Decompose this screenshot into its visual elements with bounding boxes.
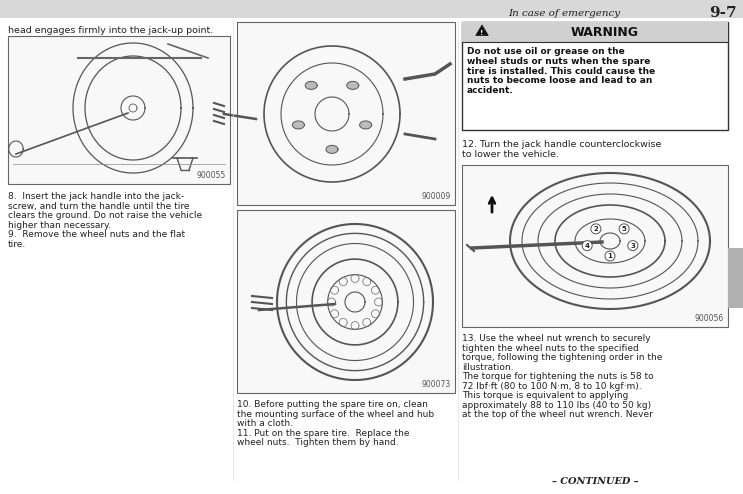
Circle shape [583,241,592,250]
Text: 12. Turn the jack handle counterclockwise: 12. Turn the jack handle counterclockwis… [462,140,661,149]
Text: wheel studs or nuts when the spare: wheel studs or nuts when the spare [467,57,650,66]
Text: tire.: tire. [8,240,26,248]
Bar [462,22,728,130]
Text: 72 lbf·ft (80 to 100 N·m, 8 to 10 kgf·m).: 72 lbf·ft (80 to 100 N·m, 8 to 10 kgf·m)… [462,381,642,390]
Text: 900055: 900055 [197,171,226,180]
Text: clears the ground. Do not raise the vehicle: clears the ground. Do not raise the vehi… [8,211,202,220]
Text: to lower the vehicle.: to lower the vehicle. [462,150,559,159]
Text: nuts to become loose and lead to an: nuts to become loose and lead to an [467,77,652,85]
Text: – CONTINUED –: – CONTINUED – [552,477,638,486]
Bar [237,210,455,393]
Text: wheel nuts.  Tighten them by hand.: wheel nuts. Tighten them by hand. [237,438,399,447]
Text: tighten the wheel nuts to the specified: tighten the wheel nuts to the specified [462,343,639,353]
Bar [462,22,728,42]
Text: 900073: 900073 [422,380,451,389]
Text: 9-7: 9-7 [710,6,737,20]
Text: head engages firmly into the jack-up point.: head engages firmly into the jack-up poi… [8,26,213,35]
Bar [0,0,743,18]
Circle shape [619,224,629,234]
Text: approximately 88 to 110 lbs (40 to 50 kg): approximately 88 to 110 lbs (40 to 50 kg… [462,401,651,410]
Text: WARNING: WARNING [571,27,639,40]
Polygon shape [293,121,305,129]
Text: In case of emergency: In case of emergency [508,8,620,17]
Bar [8,36,230,184]
Text: illustration.: illustration. [462,363,513,371]
Text: 9.  Remove the wheel nuts and the flat: 9. Remove the wheel nuts and the flat [8,230,185,239]
Text: accident.: accident. [467,86,513,95]
Bar [462,22,728,42]
Text: 1: 1 [608,253,612,259]
Text: 10. Before putting the spare tire on, clean: 10. Before putting the spare tire on, cl… [237,400,428,409]
Text: !: ! [481,30,484,36]
Text: at the top of the wheel nut wrench. Never: at the top of the wheel nut wrench. Neve… [462,410,653,419]
Polygon shape [326,145,338,153]
Text: 13. Use the wheel nut wrench to securely: 13. Use the wheel nut wrench to securely [462,334,651,343]
Circle shape [628,241,637,250]
Text: 2: 2 [594,226,598,232]
Text: 900009: 900009 [422,192,451,201]
Text: higher than necessary.: higher than necessary. [8,220,111,230]
Polygon shape [305,82,317,89]
Bar [728,248,743,308]
Bar [462,165,728,327]
Text: torque, following the tightening order in the: torque, following the tightening order i… [462,353,662,362]
Text: Do not use oil or grease on the: Do not use oil or grease on the [467,47,625,56]
Polygon shape [347,82,359,89]
Text: 5: 5 [622,226,626,232]
Text: 4: 4 [585,243,590,248]
Text: the mounting surface of the wheel and hub: the mounting surface of the wheel and hu… [237,410,434,418]
Text: screw, and turn the handle until the tire: screw, and turn the handle until the tir… [8,202,189,210]
Circle shape [591,224,601,234]
Text: with a cloth.: with a cloth. [237,419,293,428]
Text: This torque is equivalent to applying: This torque is equivalent to applying [462,391,629,400]
Text: 900056: 900056 [695,314,724,323]
Polygon shape [476,25,488,36]
Circle shape [605,251,615,261]
Text: 3: 3 [630,243,635,248]
Text: 8.  Insert the jack handle into the jack-: 8. Insert the jack handle into the jack- [8,192,184,201]
Polygon shape [360,121,372,129]
Text: 11. Put on the spare tire.  Replace the: 11. Put on the spare tire. Replace the [237,428,409,438]
Text: The torque for tightening the nuts is 58 to: The torque for tightening the nuts is 58… [462,372,654,381]
Bar [237,22,455,205]
Text: tire is installed. This could cause the: tire is installed. This could cause the [467,67,655,76]
